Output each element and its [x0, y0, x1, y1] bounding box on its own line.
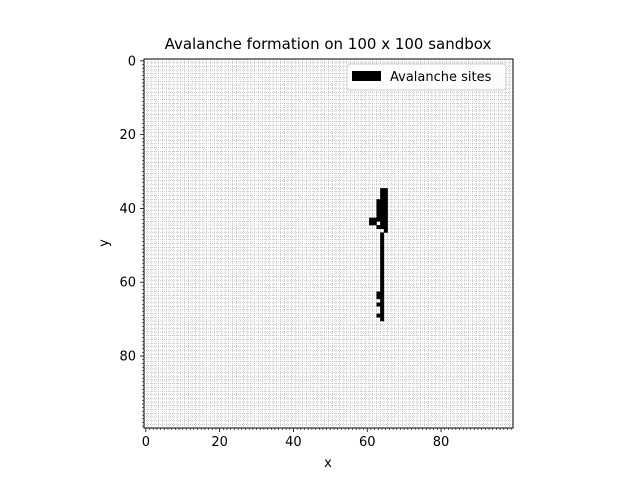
- avalanche-site-cell: [380, 206, 385, 211]
- avalanche-site-cell: [380, 195, 385, 200]
- avalanche-site-cell: [376, 217, 381, 222]
- grid-layer: [144, 59, 513, 428]
- x-axis-label: x: [324, 456, 332, 471]
- avalanche-site-cell: [380, 202, 385, 207]
- avalanche-site-cell: [380, 284, 385, 289]
- avalanche-site-cell: [376, 225, 381, 230]
- avalanche-site-cell: [380, 291, 385, 296]
- avalanche-site-cell: [380, 250, 385, 255]
- y-tick-label: 40: [119, 202, 136, 217]
- avalanche-site-cell: [380, 217, 385, 222]
- avalanche-site-cell: [380, 302, 385, 307]
- avalanche-site-cell: [380, 236, 385, 241]
- x-tick-label: 60: [359, 435, 376, 450]
- x-tick-label: 40: [285, 435, 302, 450]
- avalanche-site-cell: [376, 202, 381, 207]
- avalanche-site-cell: [380, 232, 385, 237]
- avalanche-site-cell: [380, 247, 385, 252]
- avalanche-site-cell: [369, 221, 374, 226]
- avalanche-site-cell: [383, 199, 388, 204]
- legend-swatch: [352, 71, 381, 81]
- avalanche-site-cell: [376, 199, 381, 204]
- avalanche-site-cell: [383, 195, 388, 200]
- avalanche-site-cell: [380, 317, 385, 322]
- avalanche-site-cell: [380, 239, 385, 244]
- avalanche-site-cell: [380, 254, 385, 259]
- avalanche-site-cell: [380, 295, 385, 300]
- chart-title: Avalanche formation on 100 x 100 sandbox: [165, 35, 492, 53]
- avalanche-site-cell: [380, 269, 385, 274]
- avalanche-site-cell: [380, 298, 385, 303]
- avalanche-site-cell: [372, 217, 377, 222]
- y-tick-label: 80: [119, 350, 136, 365]
- avalanche-site-cell: [383, 191, 388, 196]
- x-tick-label: 20: [211, 435, 228, 450]
- avalanche-site-cell: [380, 191, 385, 196]
- avalanche-site-cell: [376, 206, 381, 211]
- y-tick-label: 0: [128, 54, 136, 69]
- avalanche-site-cell: [372, 221, 377, 226]
- avalanche-site-cell: [376, 291, 381, 296]
- axes-layer: 0 20 40 60 80 0 20 40 60 80: [119, 54, 512, 450]
- avalanche-site-cell: [380, 280, 385, 285]
- avalanche-site-cell: [383, 221, 388, 226]
- avalanche-site-cell: [383, 213, 388, 218]
- avalanche-site-cell: [383, 188, 388, 193]
- avalanche-site-cell: [380, 313, 385, 318]
- avalanche-site-cell: [376, 313, 381, 318]
- avalanche-site-cell: [380, 306, 385, 311]
- x-tick-label: 80: [433, 435, 450, 450]
- avalanche-site-cell: [369, 217, 374, 222]
- y-tick-label: 60: [119, 276, 136, 291]
- avalanche-site-cell: [380, 287, 385, 292]
- avalanche-site-cell: [376, 213, 381, 218]
- y-axis-label: y: [97, 239, 112, 247]
- avalanche-site-cell: [380, 221, 385, 226]
- legend-box: [346, 63, 507, 91]
- avalanche-site-cell: [380, 265, 385, 270]
- plot-frame: [143, 58, 514, 429]
- avalanche-site-cell: [380, 258, 385, 263]
- avalanche-site-cell: [383, 202, 388, 207]
- avalanche-sites: [369, 188, 388, 322]
- avalanche-site-cell: [380, 199, 385, 204]
- avalanche-site-cell: [383, 225, 388, 230]
- avalanche-site-cell: [380, 225, 385, 230]
- y-tick-label: 20: [119, 128, 136, 143]
- avalanche-site-cell: [380, 210, 385, 215]
- avalanche-site-cell: [380, 273, 385, 278]
- avalanche-site-cell: [380, 309, 385, 314]
- avalanche-site-cell: [376, 210, 381, 215]
- avalanche-site-cell: [383, 210, 388, 215]
- avalanche-site-cell: [380, 188, 385, 193]
- avalanche-site-cell: [383, 228, 388, 233]
- legend: Avalanche sites: [346, 63, 507, 91]
- avalanche-site-cell: [383, 217, 388, 222]
- avalanche-site-cell: [376, 295, 381, 300]
- avalanche-site-cell: [380, 213, 385, 218]
- avalanche-site-cell: [380, 276, 385, 281]
- x-tick-label: 0: [142, 435, 150, 450]
- avalanche-site-cell: [380, 243, 385, 248]
- avalanche-site-cell: [383, 206, 388, 211]
- legend-label: Avalanche sites: [390, 70, 492, 85]
- avalanche-site-cell: [376, 302, 381, 307]
- avalanche-site-cell: [380, 261, 385, 266]
